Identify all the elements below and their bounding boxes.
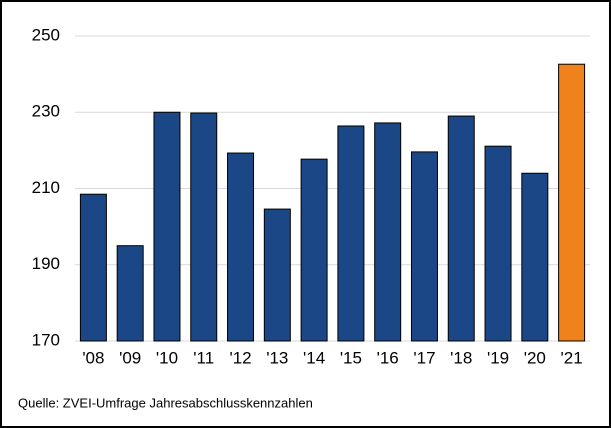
- bar: [558, 63, 586, 342]
- y-tick-label: 210: [32, 178, 60, 197]
- x-tick-label: '13: [266, 348, 288, 367]
- x-tick-label: '15: [340, 348, 362, 367]
- x-tick-label: '20: [524, 348, 546, 367]
- y-tick-label: 190: [32, 254, 60, 273]
- bar: [153, 111, 181, 342]
- x-tick-label: '18: [450, 348, 472, 367]
- x-tick-label: '14: [303, 348, 325, 367]
- bar: [116, 245, 144, 342]
- x-tick-label: '16: [377, 348, 399, 367]
- y-tick-label: 230: [32, 102, 60, 121]
- x-tick-label: '09: [119, 348, 141, 367]
- bar: [410, 151, 438, 342]
- bar: [227, 152, 255, 342]
- bar: [484, 145, 512, 342]
- x-tick-label: '19: [487, 348, 509, 367]
- x-tick-label: '12: [229, 348, 251, 367]
- bar: [300, 158, 328, 342]
- bar: [521, 172, 549, 342]
- bar: [374, 122, 402, 342]
- x-tick-label: '10: [156, 348, 178, 367]
- source: Quelle: ZVEI-Umfrage Jahresabschlusskenn…: [18, 395, 313, 410]
- bar: [79, 193, 107, 342]
- y-tick-label: 170: [32, 330, 60, 349]
- bar: [337, 125, 365, 342]
- y-tick-label: 250: [32, 25, 60, 44]
- bar: [190, 112, 218, 342]
- x-tick-label: '08: [82, 348, 104, 367]
- bar: [263, 208, 291, 342]
- bar: [447, 115, 475, 342]
- x-tick-label: '17: [413, 348, 435, 367]
- x-tick-label: '21: [561, 348, 583, 367]
- x-tick-label: '11: [193, 348, 214, 367]
